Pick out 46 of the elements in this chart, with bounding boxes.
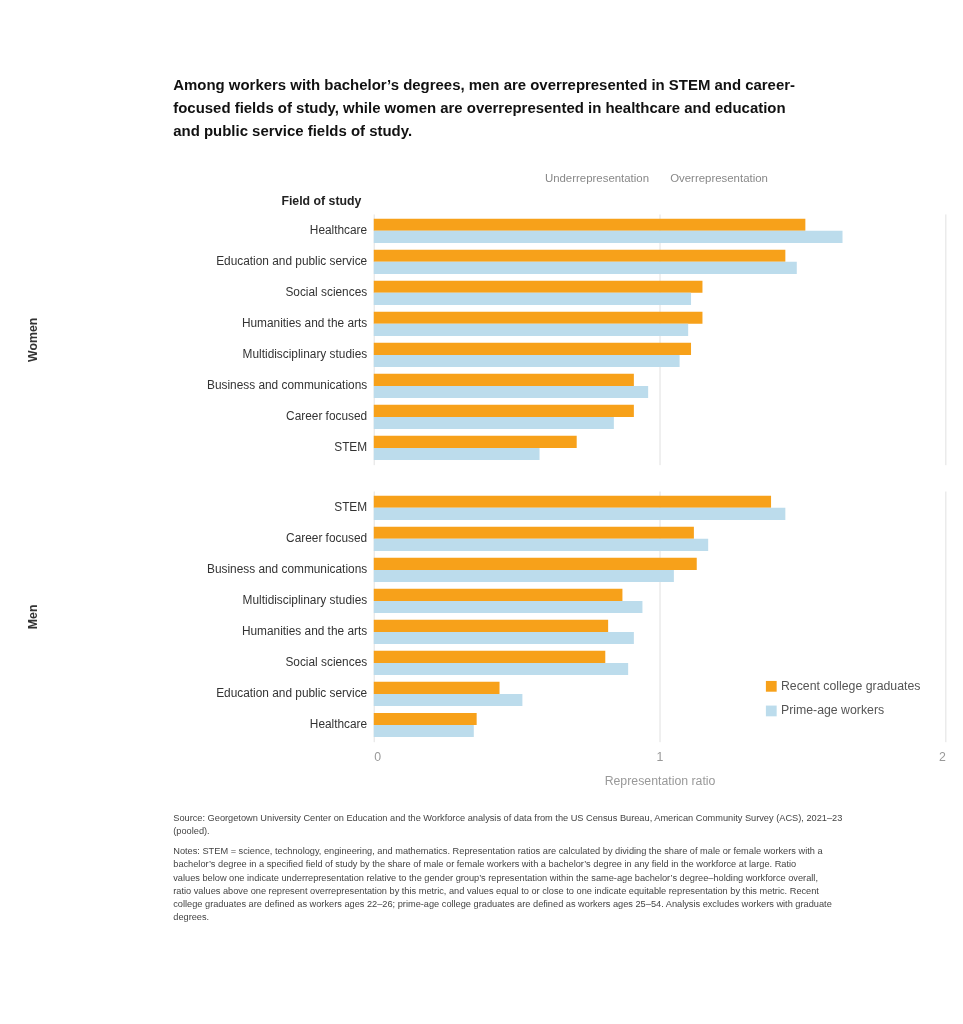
y-tick-label: Healthcare <box>309 717 368 732</box>
bar <box>373 323 689 336</box>
text: Notes: STEM = science, technology, engineering, and mathematics. Representation ratios are calculated by dividing the share of male or female workers with a bachelor’s degree in a specified field of study by the share of male or female workers with a bachelor’s degree in any field in the workforce at large. Ratio values below one indicate underrepresentation relative to the gender group’s representation within the same-age bachelor’s degree–holding workforce overall, ratio values above one represent overrepresentation by this metric, and values equal to or close to one indicate equitable representation by this metric. Recent college graduates are defined as workers ages 22–26; prime-age college graduates are defined as workers ages 25–54. Analysis excludes workers with graduate degrees. <box>173 846 832 923</box>
bar <box>373 416 614 430</box>
y-tick-label: Career focused <box>286 531 368 546</box>
y-tick-label: Social sciences <box>285 655 368 670</box>
y-tick-label: Education and public service <box>216 686 368 701</box>
bar <box>373 292 692 305</box>
text: Field of study <box>281 194 362 209</box>
bar <box>373 404 634 417</box>
y-tick-label: STEM <box>334 500 368 515</box>
y-tick-label: Humanities and the arts <box>241 624 368 639</box>
y-tick-label: Multidisciplinary studies <box>242 347 368 362</box>
x-tick-label: 2 <box>939 749 947 764</box>
bar <box>373 373 634 386</box>
text: Underrepresentation <box>544 172 650 185</box>
bar <box>373 280 703 293</box>
bar <box>373 354 680 367</box>
y-tick-label: Multidisciplinary studies <box>242 593 368 608</box>
y-tick-label: Healthcare <box>309 223 368 238</box>
chart-title: Among workers with bachelor’s degrees, men are overrepresented in STEM and career-focused fields of study, while women are overrepresented in healthcare and education and public service fields of study. <box>173 76 796 139</box>
y-tick-label: Social sciences <box>285 285 368 300</box>
y-tick-label: Business and communications <box>206 378 368 393</box>
bar <box>373 342 692 355</box>
legend-label: Recent college graduates <box>780 678 921 693</box>
bar <box>373 230 843 243</box>
bar <box>373 218 806 231</box>
y-tick-label: Humanities and the arts <box>241 316 368 331</box>
y-axis-title: Women <box>26 317 41 362</box>
y-tick-label: Career focused <box>286 409 368 424</box>
x-tick-label: 0 <box>374 749 382 764</box>
bar <box>373 249 786 262</box>
bar <box>373 261 797 274</box>
y-axis-title: Men <box>26 604 41 630</box>
bar <box>373 447 540 461</box>
y-tick-label: Education and public service <box>216 254 368 269</box>
text: Overrepresentation <box>670 172 768 185</box>
bar <box>373 435 577 448</box>
bar <box>373 385 649 399</box>
legend-label: Prime-age workers <box>780 703 885 718</box>
y-tick-label: STEM <box>334 440 368 455</box>
x-axis-title: Representation ratio <box>604 774 716 789</box>
y-tick-label: Business and communications <box>206 562 368 577</box>
bar <box>373 311 703 324</box>
x-tick-label: 1 <box>656 749 664 764</box>
source-note: Source: Georgetown University Center on Education and the Workforce analysis of data from the US Census Bureau, American Community Survey (ACS), 2021–23 (pooled). <box>173 812 843 837</box>
